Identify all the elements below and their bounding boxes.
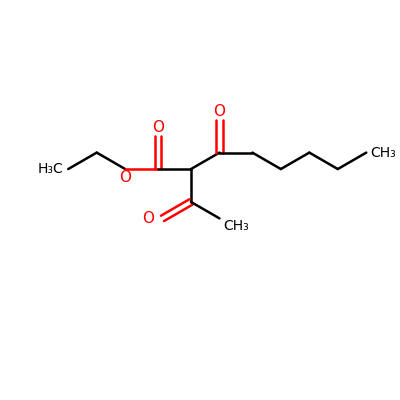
Text: H₃C: H₃C (38, 162, 64, 176)
Text: O: O (119, 170, 131, 185)
Text: CH₃: CH₃ (370, 146, 396, 160)
Text: O: O (142, 211, 154, 226)
Text: O: O (214, 104, 226, 119)
Text: CH₃: CH₃ (223, 219, 249, 233)
Text: O: O (152, 120, 164, 135)
